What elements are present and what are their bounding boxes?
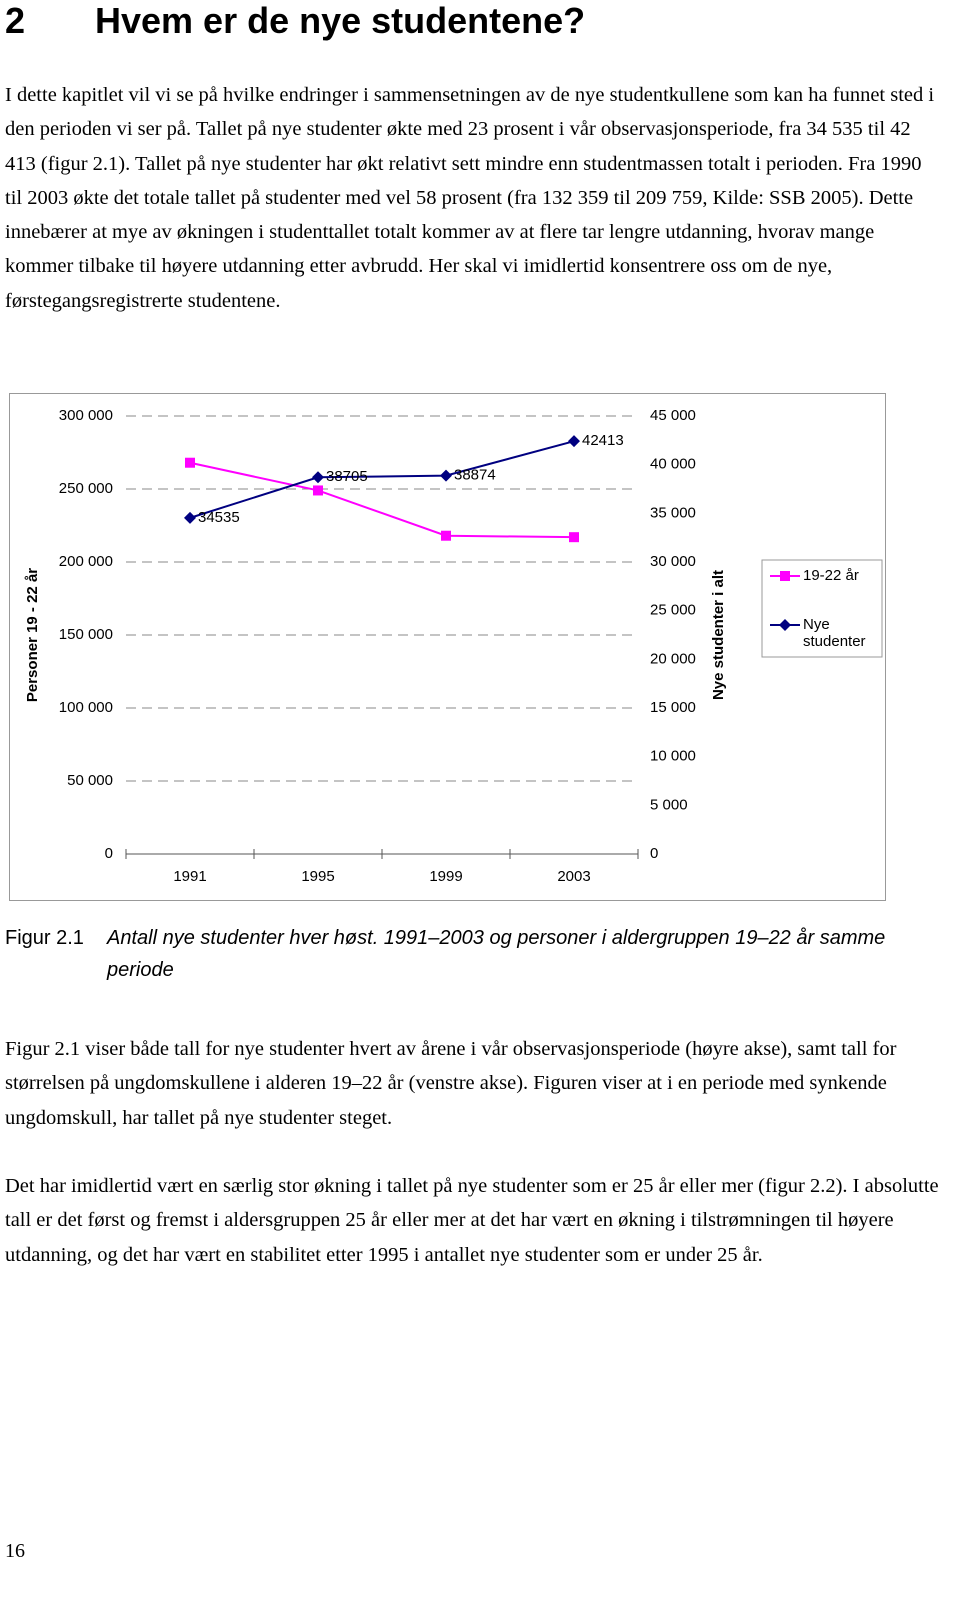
- y-tick-label: 300 000: [59, 407, 113, 424]
- series-line: [189, 440, 575, 519]
- data-point: [441, 530, 451, 541]
- chart-frame: [9, 393, 886, 901]
- data-point: [440, 469, 452, 482]
- data-point: [568, 435, 580, 448]
- data-point: [779, 619, 791, 631]
- x-tick-label: 1995: [301, 868, 334, 885]
- chart: Personer 19 - 22 år Nye studenter i alt …: [9, 393, 886, 901]
- y2-tick-label: 15 000: [650, 699, 696, 716]
- caption-label: Figur 2.1: [5, 927, 84, 949]
- y-tick-label: 100 000: [59, 699, 113, 716]
- legend-entry: 19-22 år: [803, 567, 859, 584]
- data-point: [780, 571, 790, 581]
- data-label: 38705: [326, 468, 368, 485]
- legend-label: Nye studenter: [803, 616, 866, 650]
- page-number: 16: [5, 1540, 25, 1562]
- y2-tick-label: 25 000: [650, 602, 696, 619]
- x-tick-label: 1991: [173, 868, 206, 885]
- y2-axis-title: Nye studenter i alt: [710, 570, 727, 700]
- data-label: 42413: [582, 432, 624, 449]
- y2-tick-label: 10 000: [650, 748, 696, 765]
- x-tick-label: 1999: [429, 868, 462, 885]
- x-tick-label: 2003: [557, 868, 590, 885]
- paragraph: I dette kapitlet vil vi se på hvilke end…: [5, 84, 935, 312]
- data-point: [569, 532, 579, 543]
- y2-tick-label: 0: [650, 845, 658, 862]
- figure-caption: Figur 2.1 Antall nye studenter hver høst…: [5, 922, 885, 981]
- y2-tick-label: 5 000: [650, 796, 688, 813]
- y-tick-label: 150 000: [59, 626, 113, 643]
- y2-tick-label: 30 000: [650, 553, 696, 570]
- y-tick-label: 200 000: [59, 553, 113, 570]
- data-label: 34535: [198, 509, 240, 526]
- y2-tick-label: 35 000: [650, 504, 696, 521]
- data-point: [312, 471, 324, 484]
- y2-tick-label: 45 000: [650, 407, 696, 424]
- chapter-title: Hvem er de nye studentene?: [95, 0, 586, 41]
- data-point: [185, 457, 195, 468]
- y2-tick-label: 40 000: [650, 456, 696, 473]
- data-point: [313, 485, 323, 496]
- y-tick-label: 50 000: [67, 772, 113, 789]
- paragraph: Det har imidlertid vært en særlig stor ø…: [5, 1175, 939, 1266]
- y-tick-label: 0: [105, 845, 113, 862]
- legend-entry: Nye studenter: [803, 616, 866, 650]
- chapter-number: 2: [5, 0, 26, 41]
- caption-text: Antall nye studenter hver høst. 1991–200…: [107, 927, 886, 981]
- legend-label: 19-22 år: [803, 567, 859, 584]
- y2-tick-label: 20 000: [650, 650, 696, 667]
- paragraph: Figur 2.1 viser både tall for nye studen…: [5, 1038, 897, 1129]
- data-label: 38874: [454, 467, 496, 484]
- y-axis-title: Personer 19 - 22 år: [24, 568, 41, 702]
- series-line: [189, 461, 575, 539]
- y-tick-label: 250 000: [59, 480, 113, 497]
